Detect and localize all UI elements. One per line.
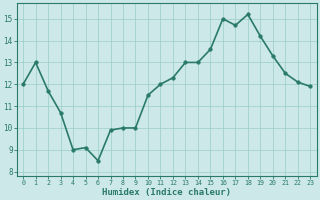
X-axis label: Humidex (Indice chaleur): Humidex (Indice chaleur) — [102, 188, 231, 197]
